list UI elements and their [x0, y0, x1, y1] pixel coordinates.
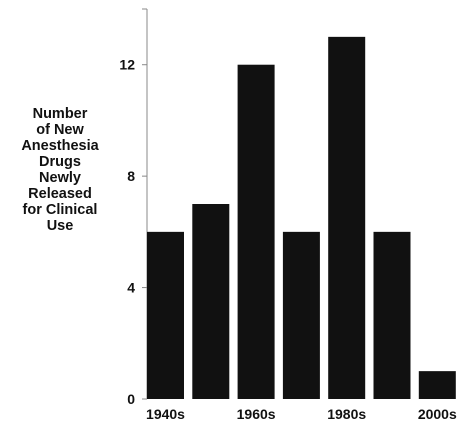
bar [373, 231, 411, 399]
y-tick-label: 0 [127, 391, 135, 407]
y-axis-label-line: of New [36, 122, 84, 138]
bar [328, 36, 366, 399]
y-axis-label-line: Anesthesia [21, 138, 99, 154]
x-tick-label: 1960s [237, 406, 276, 422]
y-tick-label: 4 [127, 280, 135, 296]
bar [418, 371, 456, 399]
y-axis-label-line: Number [32, 106, 88, 122]
x-tick-label: 1980s [327, 406, 366, 422]
y-axis-label-line: Use [46, 218, 74, 234]
bar [237, 64, 275, 399]
y-axis-label-line: Released [28, 186, 92, 202]
bar [282, 231, 320, 399]
bar [192, 204, 230, 399]
y-tick-label: 12 [119, 57, 135, 73]
y-tick-label: 8 [127, 168, 135, 184]
bar [147, 231, 184, 399]
y-axis-label-line: Newly [39, 170, 81, 186]
y-axis-label-line: for Clinical [22, 202, 98, 218]
y-axis-label-line: Drugs [39, 154, 81, 170]
x-tick-label: 1940s [146, 406, 185, 422]
x-tick-label: 2000s [418, 406, 457, 422]
